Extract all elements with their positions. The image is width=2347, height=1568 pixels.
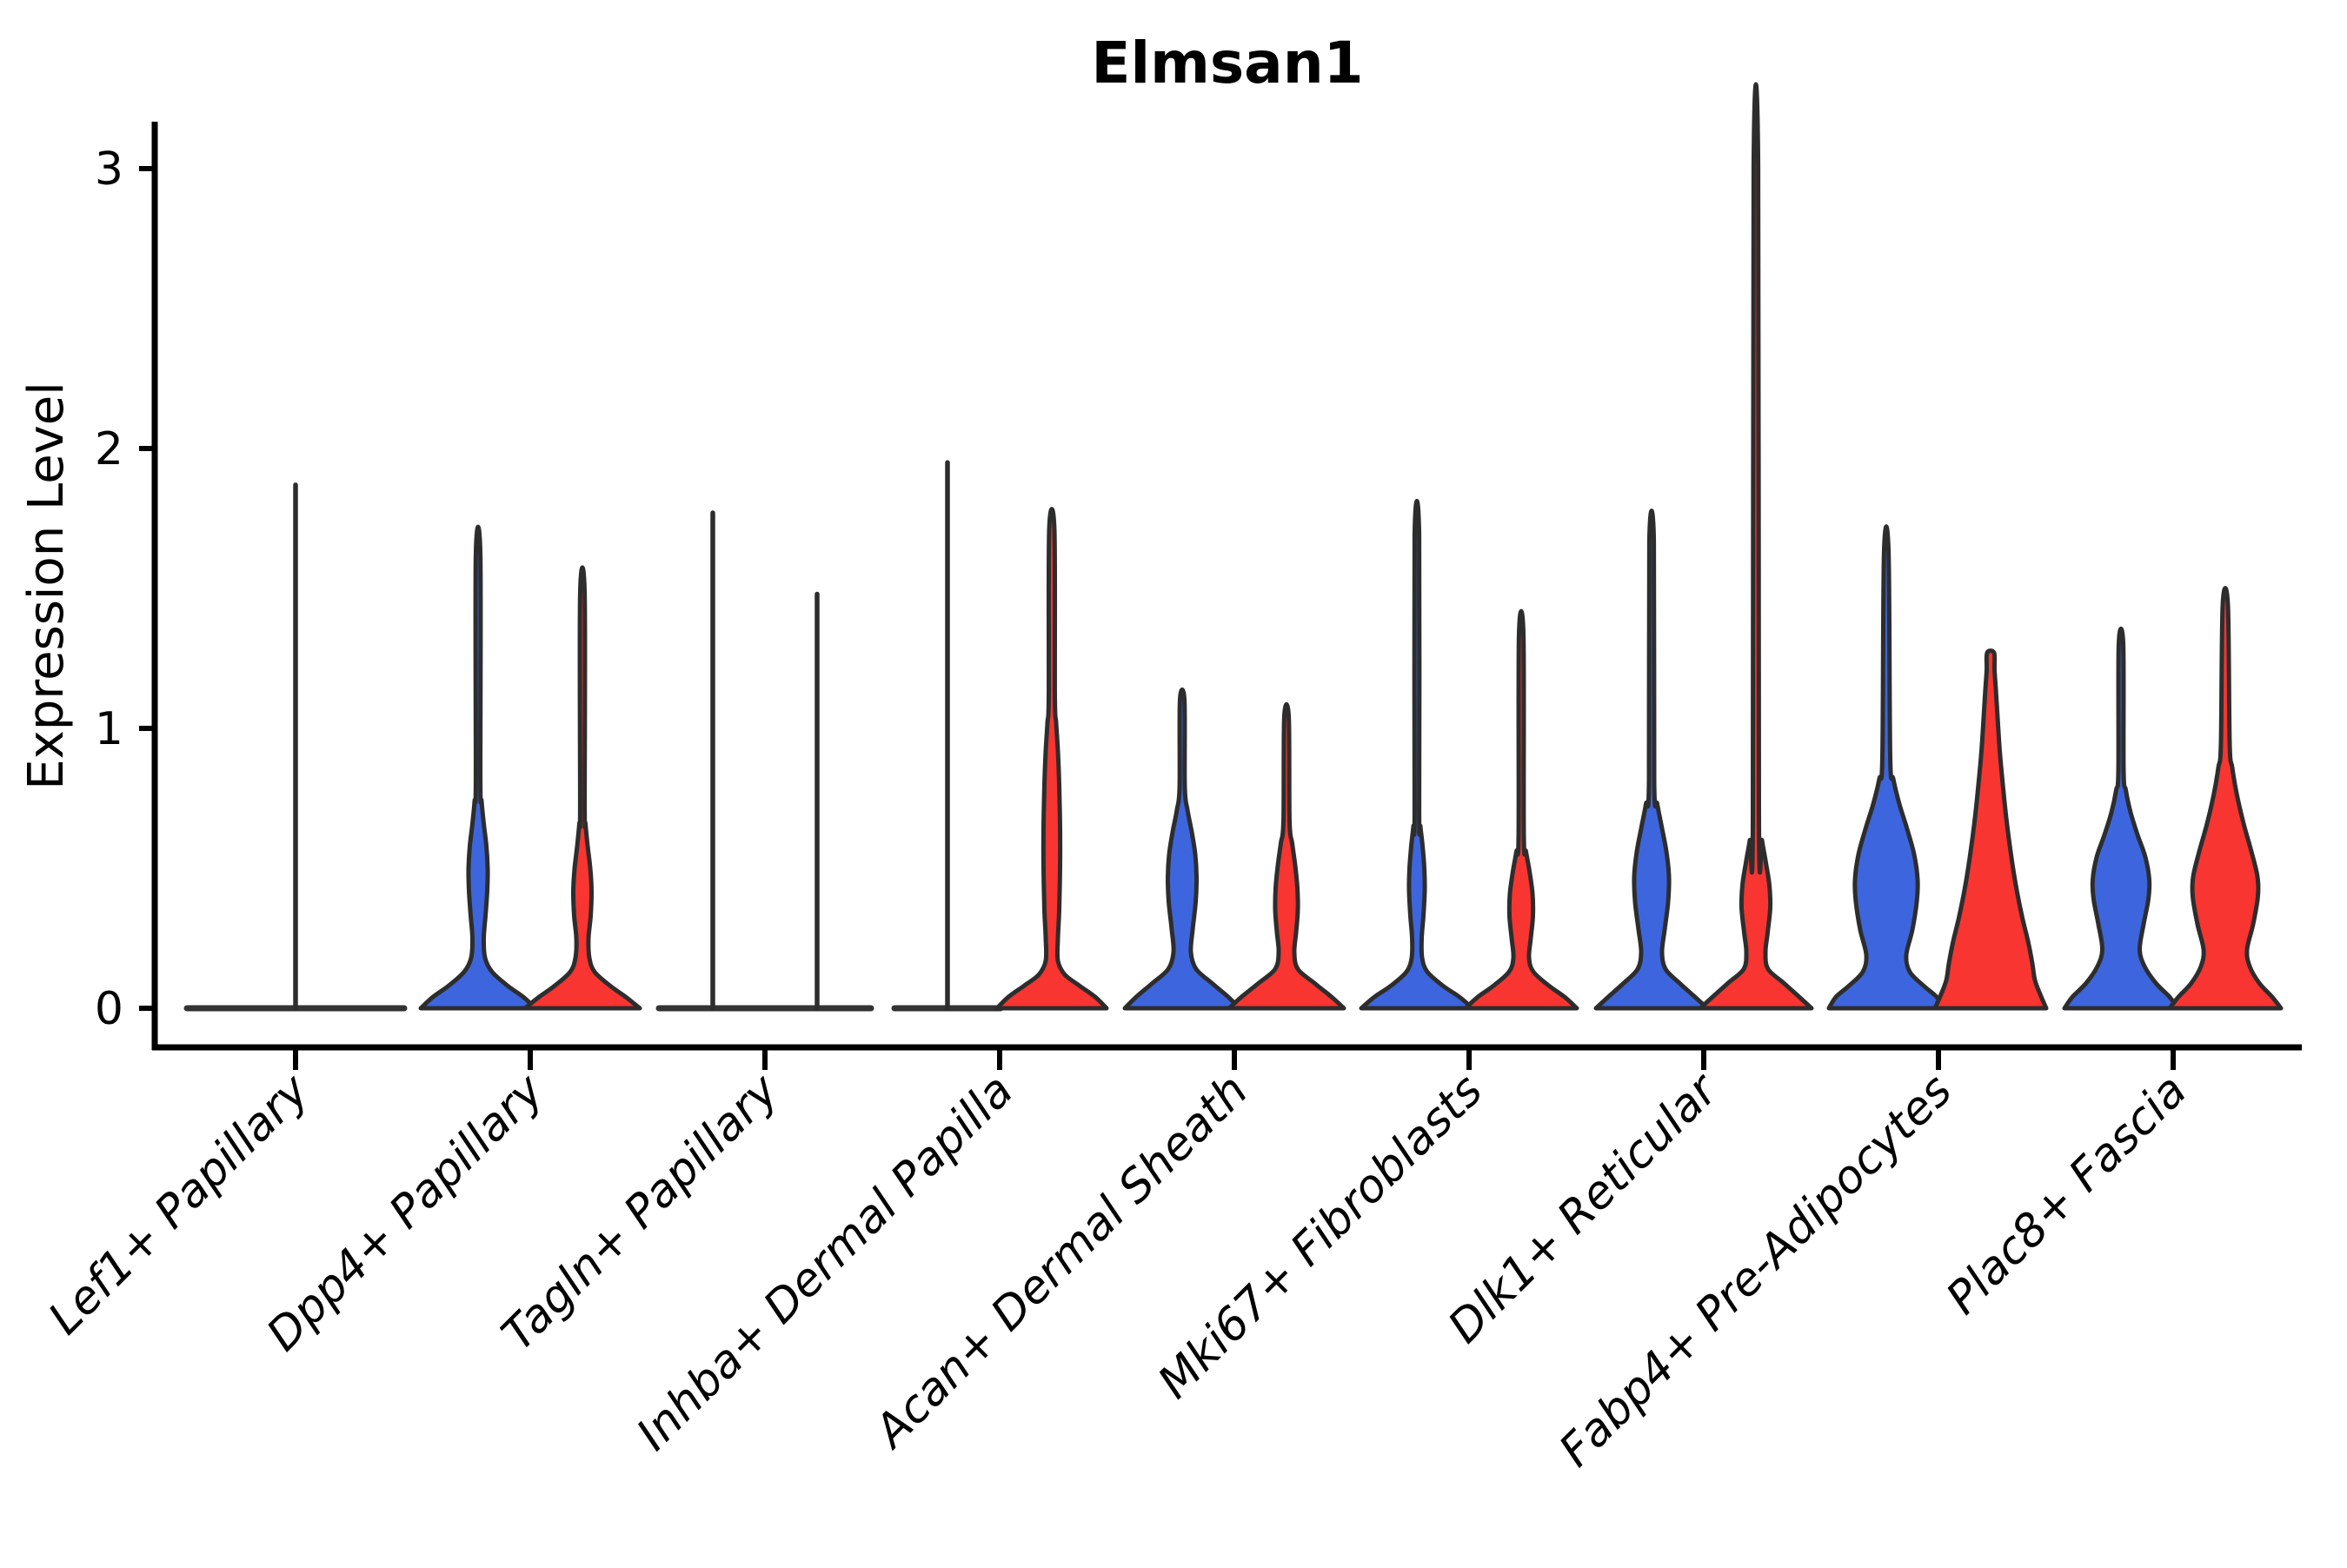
- violin-red: [1227, 701, 1346, 1011]
- violin-red: [1463, 608, 1579, 1011]
- violin-blue: [418, 524, 538, 1011]
- violin-blue: [1593, 508, 1710, 1011]
- y-axis-label: Expression Level: [18, 382, 75, 790]
- violin-red: [1932, 648, 2049, 1011]
- chart-title: Elmsan1: [1091, 30, 1363, 96]
- violin-red: [1698, 82, 1814, 1011]
- violin-blue: [2062, 626, 2180, 1011]
- y-tick-label: 2: [95, 423, 123, 475]
- y-axis-ticks: 0 1 2 3: [95, 143, 155, 1035]
- violin-blue: [1826, 524, 1946, 1011]
- axes: [151, 122, 2302, 1051]
- violin-blue: [1359, 499, 1475, 1011]
- violin-red: [522, 565, 642, 1011]
- y-tick-label: 3: [95, 143, 123, 196]
- violin-red: [994, 507, 1109, 1011]
- violin-glyphs: [183, 82, 2284, 1012]
- x-axis-ticks: [293, 1048, 2176, 1070]
- violin-red: [2167, 586, 2284, 1011]
- violin-blue: [1122, 687, 1242, 1011]
- y-tick-label: 1: [95, 703, 123, 755]
- y-tick-label: 0: [95, 983, 123, 1035]
